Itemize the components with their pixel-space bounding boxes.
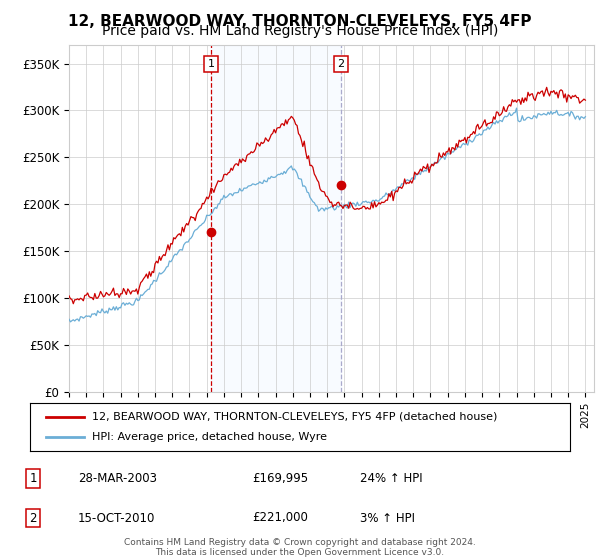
Text: 24% ↑ HPI: 24% ↑ HPI [360,472,422,486]
Text: 15-OCT-2010: 15-OCT-2010 [78,511,155,525]
Text: HPI: Average price, detached house, Wyre: HPI: Average price, detached house, Wyre [92,432,327,442]
Text: 2: 2 [29,511,37,525]
Text: 2: 2 [337,59,344,69]
Bar [211,45,341,392]
Text: Price paid vs. HM Land Registry's House Price Index (HPI): Price paid vs. HM Land Registry's House … [102,24,498,38]
Text: 3% ↑ HPI: 3% ↑ HPI [360,511,415,525]
Text: Contains HM Land Registry data © Crown copyright and database right 2024.
This d: Contains HM Land Registry data © Crown c… [124,538,476,557]
Text: 1: 1 [208,59,214,69]
Text: 1: 1 [29,472,37,486]
Text: 12, BEARWOOD WAY, THORNTON-CLEVELEYS, FY5 4FP (detached house): 12, BEARWOOD WAY, THORNTON-CLEVELEYS, FY… [92,412,497,422]
Text: 28-MAR-2003: 28-MAR-2003 [78,472,157,486]
Text: £221,000: £221,000 [252,511,308,525]
Text: 12, BEARWOOD WAY, THORNTON-CLEVELEYS, FY5 4FP: 12, BEARWOOD WAY, THORNTON-CLEVELEYS, FY… [68,14,532,29]
Text: £169,995: £169,995 [252,472,308,486]
